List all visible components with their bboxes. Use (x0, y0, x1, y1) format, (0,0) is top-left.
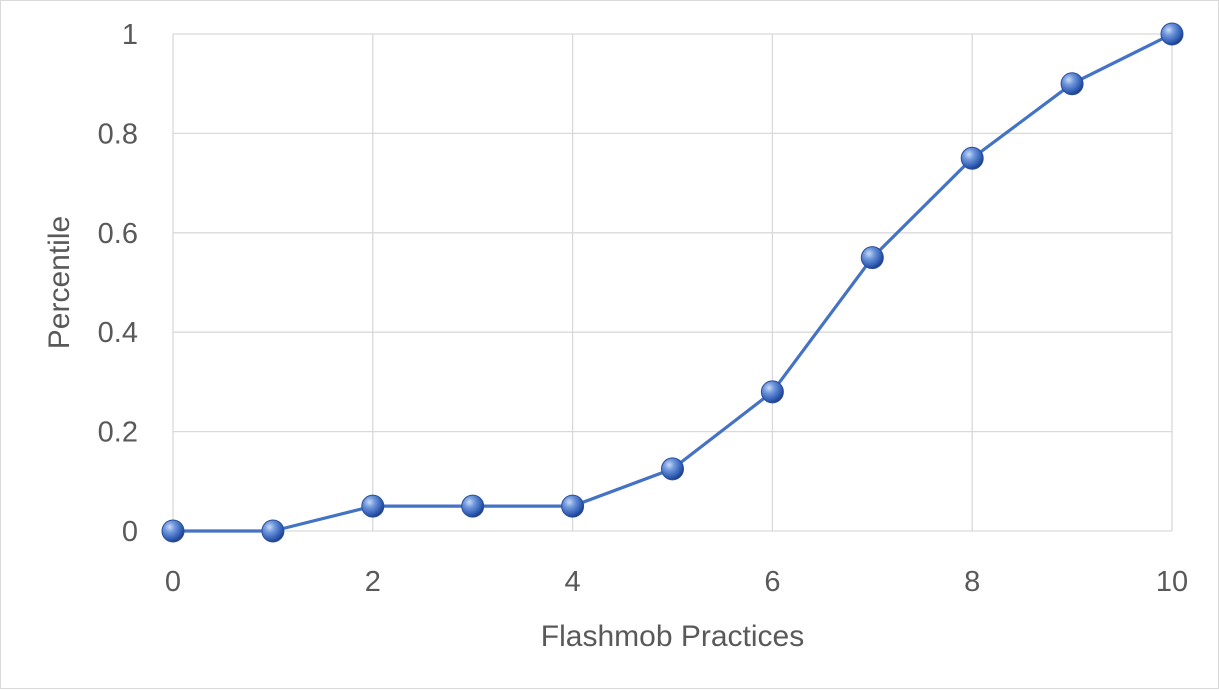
series-line-layer (173, 32, 1173, 533)
y-tick-label: 0 (122, 516, 138, 548)
data-point (261, 519, 285, 543)
y-tick-label: 0.2 (98, 417, 138, 449)
y-axis-title: Percentile (43, 216, 76, 349)
data-point (1160, 22, 1184, 46)
x-tick-label: 8 (964, 566, 980, 598)
data-point (661, 457, 684, 481)
data-point (960, 146, 984, 170)
data-points (161, 22, 1184, 543)
y-tick-label: 0.6 (98, 218, 138, 250)
y-tick-label: 0.4 (98, 317, 138, 349)
x-tick-label: 4 (565, 566, 581, 598)
tick-labels: 00.20.40.60.810 2 4 6 8 10 (98, 19, 1188, 598)
data-point (860, 246, 884, 270)
data-point (561, 494, 585, 518)
x-axis-title: Flashmob Practices (541, 620, 804, 653)
y-tick-label: 0.8 (98, 118, 138, 150)
data-point (760, 380, 784, 404)
gridlines (172, 33, 1173, 532)
x-tick-label: 10 (1156, 566, 1188, 598)
x-tick-label: 6 (764, 566, 780, 598)
x-tick-label: 0 (165, 566, 181, 598)
data-point (1060, 72, 1084, 96)
x-tick-label: 2 (365, 566, 381, 598)
data-point (461, 494, 485, 518)
y-tick-label: 1 (122, 19, 138, 51)
series-line (173, 32, 1173, 533)
data-point (161, 519, 185, 543)
data-point (361, 494, 385, 518)
